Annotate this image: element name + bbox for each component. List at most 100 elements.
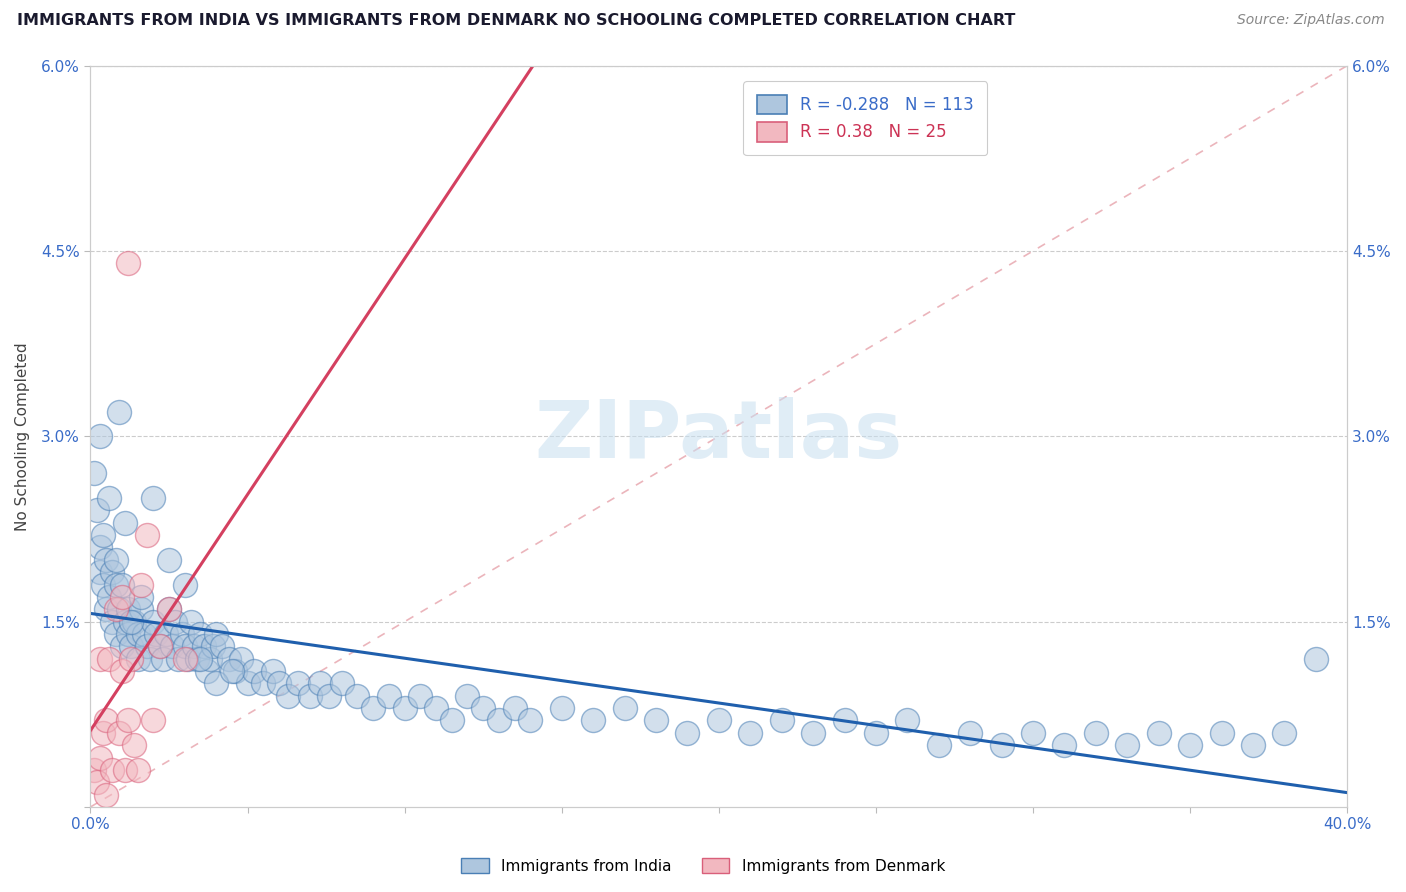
Point: [117, 627, 139, 641]
Point: [152, 651, 174, 665]
Point: [83, 467, 105, 481]
Point: [205, 676, 228, 690]
Point: [195, 664, 218, 678]
Point: [1274, 726, 1296, 740]
Point: [409, 689, 432, 703]
Point: [361, 701, 384, 715]
Point: [165, 615, 187, 629]
Point: [1116, 738, 1139, 752]
Point: [114, 516, 136, 530]
Point: [94, 714, 117, 728]
Point: [201, 640, 224, 654]
Point: [193, 640, 215, 654]
Point: [346, 689, 368, 703]
Point: [91, 577, 114, 591]
Point: [89, 429, 111, 443]
Point: [114, 615, 136, 629]
Point: [308, 676, 330, 690]
Point: [582, 714, 605, 728]
Point: [142, 491, 165, 505]
Point: [928, 738, 950, 752]
Point: [990, 738, 1012, 752]
Point: [86, 503, 108, 517]
Point: [104, 553, 127, 567]
Point: [89, 541, 111, 555]
Y-axis label: No Schooling Completed: No Schooling Completed: [15, 342, 30, 531]
Point: [198, 651, 221, 665]
Point: [378, 689, 401, 703]
Point: [127, 651, 149, 665]
Point: [740, 726, 762, 740]
Point: [104, 602, 127, 616]
Point: [1147, 726, 1170, 740]
Point: [145, 627, 167, 641]
Point: [107, 602, 129, 616]
Text: IMMIGRANTS FROM INDIA VS IMMIGRANTS FROM DENMARK NO SCHOOLING COMPLETED CORRELAT: IMMIGRANTS FROM INDIA VS IMMIGRANTS FROM…: [17, 13, 1015, 29]
Point: [770, 714, 793, 728]
Point: [167, 651, 190, 665]
Point: [160, 640, 183, 654]
Point: [173, 577, 195, 591]
Point: [120, 615, 142, 629]
Point: [155, 627, 177, 641]
Point: [129, 602, 152, 616]
Point: [1022, 726, 1045, 740]
Point: [120, 651, 142, 665]
Point: [91, 528, 114, 542]
Point: [231, 651, 253, 665]
Point: [139, 651, 162, 665]
Point: [865, 726, 887, 740]
Point: [211, 640, 233, 654]
Point: [707, 714, 730, 728]
Point: [101, 615, 124, 629]
Point: [148, 640, 170, 654]
Point: [472, 701, 495, 715]
Point: [236, 676, 259, 690]
Point: [183, 640, 205, 654]
Point: [1084, 726, 1107, 740]
Point: [221, 664, 243, 678]
Point: [190, 627, 212, 641]
Point: [129, 590, 152, 604]
Point: [262, 664, 284, 678]
Point: [111, 640, 134, 654]
Point: [1241, 738, 1264, 752]
Point: [127, 763, 149, 777]
Point: [136, 640, 159, 654]
Point: [267, 676, 290, 690]
Point: [129, 577, 152, 591]
Point: [1305, 651, 1327, 665]
Point: [107, 404, 129, 418]
Point: [959, 726, 981, 740]
Point: [91, 726, 114, 740]
Point: [1211, 726, 1233, 740]
Point: [148, 640, 170, 654]
Point: [896, 714, 918, 728]
Point: [117, 256, 139, 270]
Point: [177, 651, 200, 665]
Point: [1178, 738, 1201, 752]
Point: [117, 714, 139, 728]
Point: [834, 714, 856, 728]
Point: [98, 590, 121, 604]
Point: [157, 602, 180, 616]
Point: [94, 553, 117, 567]
Point: [111, 577, 134, 591]
Point: [107, 726, 129, 740]
Point: [180, 615, 202, 629]
Legend: R = -0.288   N = 113, R = 0.38   N = 25: R = -0.288 N = 113, R = 0.38 N = 25: [744, 81, 987, 155]
Point: [1053, 738, 1076, 752]
Point: [173, 640, 195, 654]
Point: [801, 726, 824, 740]
Point: [127, 627, 149, 641]
Point: [142, 714, 165, 728]
Text: ZIPatlas: ZIPatlas: [534, 397, 903, 475]
Point: [252, 676, 274, 690]
Text: Source: ZipAtlas.com: Source: ZipAtlas.com: [1237, 13, 1385, 28]
Point: [86, 775, 108, 789]
Point: [117, 602, 139, 616]
Point: [101, 565, 124, 579]
Point: [83, 763, 105, 777]
Point: [186, 651, 208, 665]
Point: [104, 577, 127, 591]
